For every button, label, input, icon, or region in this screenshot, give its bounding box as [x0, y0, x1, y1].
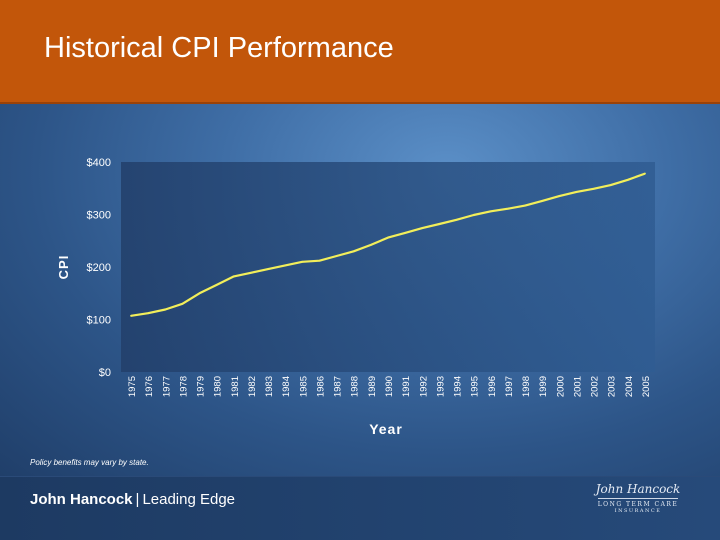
data-point [130, 314, 132, 317]
data-point [438, 223, 441, 225]
data-point [250, 271, 252, 274]
x-tick-label: 2004 [624, 376, 635, 397]
x-tick-label: 1999 [538, 376, 549, 397]
y-tick-label: $400 [87, 157, 111, 169]
y-tick-label: $100 [87, 315, 111, 327]
x-tick-label: 1977 [161, 376, 172, 397]
x-tick-label: 2000 [555, 376, 566, 397]
brand-name: John Hancock [30, 491, 133, 508]
data-point [626, 178, 629, 181]
y-tick-label: $300 [87, 210, 111, 222]
data-point [318, 259, 321, 262]
data-point [489, 210, 492, 213]
data-point [541, 199, 544, 202]
logo-signature: John Hancock [595, 482, 681, 496]
data-point [267, 268, 269, 270]
data-point [232, 275, 235, 278]
x-tick-label: 1975 [127, 376, 138, 397]
data-point [284, 264, 287, 267]
data-point [421, 227, 424, 230]
data-point [352, 250, 355, 253]
data-point [609, 184, 612, 186]
footnote: Policy benefits may vary by state. [30, 458, 149, 467]
x-tick-label: 1992 [418, 376, 429, 397]
data-point [524, 204, 526, 207]
logo-divider [598, 498, 678, 499]
brand-tagline: Leading Edge [142, 491, 236, 508]
data-point [575, 191, 578, 193]
x-tick-label: 1982 [247, 376, 258, 397]
brand-lockup: John Hancock | Leading Edge [30, 491, 235, 508]
x-tick-label: 1996 [487, 376, 498, 397]
x-tick-label: 1983 [264, 376, 275, 397]
plot-area [121, 162, 655, 372]
data-point [404, 231, 407, 234]
x-tick-label: 1976 [144, 376, 155, 397]
x-tick-label: 1980 [213, 376, 224, 397]
data-point [592, 187, 595, 190]
data-point [164, 308, 167, 311]
x-tick-label: 1997 [504, 376, 515, 397]
logo-line-2: INSURANCE [614, 508, 662, 514]
data-point [369, 244, 372, 246]
x-tick-label: 2001 [572, 376, 583, 397]
data-point [455, 218, 458, 221]
logo-line-1: LONG TERM CARE [597, 501, 679, 508]
x-tick-label: 2003 [607, 376, 618, 397]
x-axis-title: Year [369, 421, 403, 437]
cpi-line-chart: $0 $100 $200 $300 $400 1975 1976 1977 1978 1979 19… [56, 157, 655, 437]
x-tick-label: 1998 [521, 376, 532, 397]
footer-bar: John Hancock | Leading Edge John Hancock L… [0, 477, 720, 540]
data-point [147, 312, 150, 315]
data-point [507, 207, 509, 210]
data-point [558, 195, 561, 198]
slide-title: Historical CPI Performance [44, 32, 394, 64]
y-axis-title: CPI [56, 255, 71, 280]
x-tick-label: 1987 [333, 376, 344, 397]
x-tick-label: 1995 [470, 376, 481, 397]
y-tick-label: $0 [99, 367, 111, 379]
x-tick-label: 1981 [230, 376, 241, 397]
x-tick-label: 1985 [298, 376, 309, 397]
x-tick-label: 1991 [401, 376, 412, 397]
data-point [387, 236, 389, 239]
x-tick-label: 2005 [641, 376, 652, 397]
data-point [181, 302, 184, 305]
data-point [472, 214, 475, 216]
x-tick-label: 1984 [281, 376, 292, 397]
data-point [644, 172, 646, 175]
chart-panel: $0 $100 $200 $300 $400 1975 1976 1977 1978 1979 19… [0, 104, 720, 476]
x-tick-label: 1986 [315, 376, 326, 397]
brand-separator: | [135, 491, 140, 508]
y-tick-label: $200 [87, 262, 111, 274]
data-point [198, 292, 201, 295]
x-tick-label: 1993 [435, 376, 446, 397]
x-tick-label: 1990 [384, 376, 395, 397]
data-point [301, 260, 304, 263]
x-tick-label: 1978 [178, 376, 189, 397]
x-tick-label: 1989 [367, 376, 378, 397]
x-tick-label: 1979 [196, 376, 207, 397]
x-tick-label: 1994 [453, 376, 464, 397]
x-tick-label: 1988 [350, 376, 361, 397]
title-banner: Historical CPI Performance [0, 0, 720, 104]
company-logo: John Hancock LONG TERM CARE INSURANCE [588, 482, 688, 534]
data-point [215, 283, 218, 286]
x-tick-label: 2002 [590, 376, 601, 397]
data-point [335, 255, 338, 257]
